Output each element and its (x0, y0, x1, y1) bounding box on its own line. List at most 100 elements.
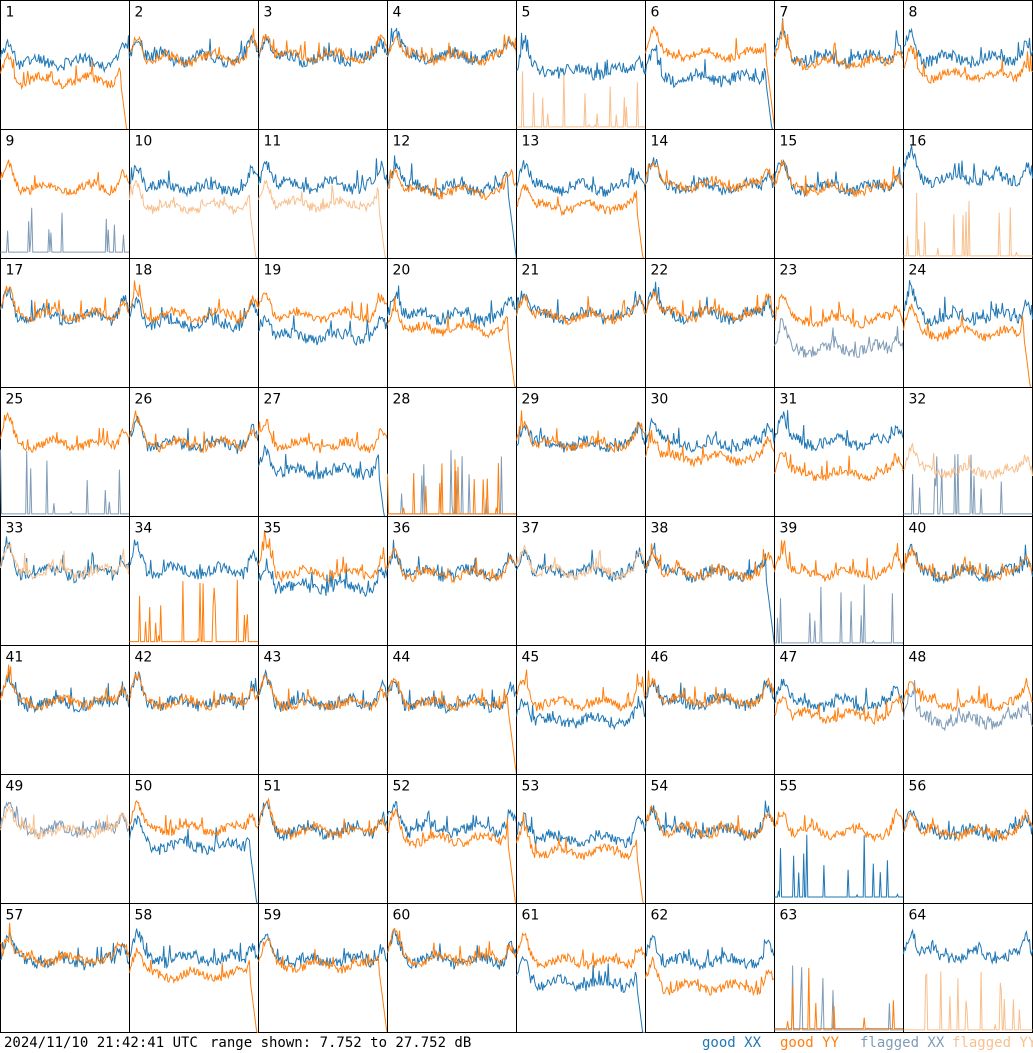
series-xx-line (258, 933, 388, 968)
panel-label: 30 (651, 392, 669, 408)
panel-label: 5 (522, 5, 531, 21)
panel-40: 40 (903, 516, 1033, 646)
series-xx-line (387, 155, 517, 259)
panel-label: 42 (135, 650, 153, 666)
panel-frame (903, 645, 1033, 775)
series-xx-line (645, 417, 775, 455)
series-xx-line (258, 444, 388, 517)
series-xx-line (516, 160, 646, 197)
panel-label: 9 (6, 134, 15, 150)
panel-label: 13 (522, 134, 540, 150)
series-xx-line (516, 547, 646, 583)
panel-41: 41 (0, 645, 130, 775)
panel-53: 53 (516, 774, 646, 904)
panel-14: 14 (645, 129, 775, 259)
panel-8: 8 (903, 0, 1033, 130)
footer-bar: 2024/11/10 21:42:41 UTC range shown: 7.7… (0, 1033, 1033, 1053)
series-xx-line (645, 934, 775, 971)
series-yy-line (645, 956, 775, 997)
series-yy-line (258, 418, 388, 454)
legend-good-xx: good XX (702, 1035, 762, 1051)
panel-59: 59 (258, 903, 388, 1033)
panel-label: 57 (6, 908, 24, 924)
series-yy-line (516, 294, 646, 326)
series-yy-line (645, 161, 775, 194)
panel-28: 28 (387, 387, 517, 517)
series-yy-line (645, 670, 775, 710)
series-yy-line (903, 303, 1033, 388)
series-yy-line (645, 543, 775, 582)
panel-label: 50 (135, 779, 153, 795)
series-yy-line (0, 922, 130, 968)
series-yy-line (516, 932, 646, 970)
panel-52: 52 (387, 774, 517, 904)
panel-16: 16 (903, 129, 1033, 259)
series-yy-line (516, 410, 646, 454)
series-xx-line (774, 584, 904, 644)
panel-label: 34 (135, 521, 153, 537)
panel-label: 49 (6, 779, 24, 795)
panel-frame (645, 903, 775, 1033)
panel-label: 39 (780, 521, 798, 537)
series-yy-line (903, 678, 1033, 713)
panel-frame (387, 903, 517, 1033)
panel-label: 4 (393, 5, 402, 21)
panel-frame (774, 387, 904, 517)
series-yy-line (0, 285, 130, 323)
panel-33: 33 (0, 516, 130, 646)
panel-label: 10 (135, 134, 153, 150)
panel-31: 31 (774, 387, 904, 517)
panel-label: 48 (909, 650, 927, 666)
series-xx-line (903, 928, 1033, 965)
series-xx-line (774, 678, 904, 713)
panel-label: 7 (780, 5, 789, 21)
panel-label: 15 (780, 134, 798, 150)
series-yy-line (516, 184, 646, 259)
panel-label: 61 (522, 908, 540, 924)
series-xx-line (387, 539, 517, 582)
legend-flagged-xx: flagged XX (860, 1035, 945, 1051)
series-xx-line (258, 158, 388, 195)
panel-frame (129, 0, 259, 130)
panel-51: 51 (258, 774, 388, 904)
series-yy-line (645, 804, 775, 840)
panel-49: 49 (0, 774, 130, 904)
series-yy-line (774, 540, 904, 582)
series-xx-line (903, 809, 1033, 842)
legend-good-yy: good YY (780, 1035, 840, 1051)
panel-label: 36 (393, 521, 411, 537)
series-yy-line (129, 180, 259, 259)
series-xx-line (903, 145, 1033, 189)
panel-frame (645, 129, 775, 259)
series-yy-line (516, 71, 646, 129)
panel-61: 61 (516, 903, 646, 1033)
panel-1: 1 (0, 0, 130, 130)
panel-43: 43 (258, 645, 388, 775)
panel-44: 44 (387, 645, 517, 775)
panel-18: 18 (129, 258, 259, 388)
panel-35: 35 (258, 516, 388, 646)
series-yy-line (0, 806, 130, 840)
panel-20: 20 (387, 258, 517, 388)
panel-frame (258, 903, 388, 1033)
panel-27: 27 (258, 387, 388, 517)
series-yy-line (903, 971, 1033, 1031)
panel-63: 63 (774, 903, 904, 1033)
series-yy-line (129, 672, 259, 711)
series-xx-line (129, 928, 259, 970)
series-xx-line (0, 35, 130, 74)
panel-64: 64 (903, 903, 1033, 1033)
panel-label: 59 (264, 908, 282, 924)
panel-label: 1 (6, 5, 15, 21)
series-xx-line (516, 955, 646, 1033)
panel-label: 41 (6, 650, 24, 666)
panel-6: 6 (645, 0, 775, 130)
series-yy-line (387, 296, 517, 388)
series-xx-line (903, 27, 1033, 70)
series-xx-line (645, 281, 775, 326)
panel-frame (645, 0, 775, 130)
series-xx-line (774, 410, 904, 452)
series-yy-line (258, 938, 388, 1033)
panel-frame (516, 903, 646, 1033)
